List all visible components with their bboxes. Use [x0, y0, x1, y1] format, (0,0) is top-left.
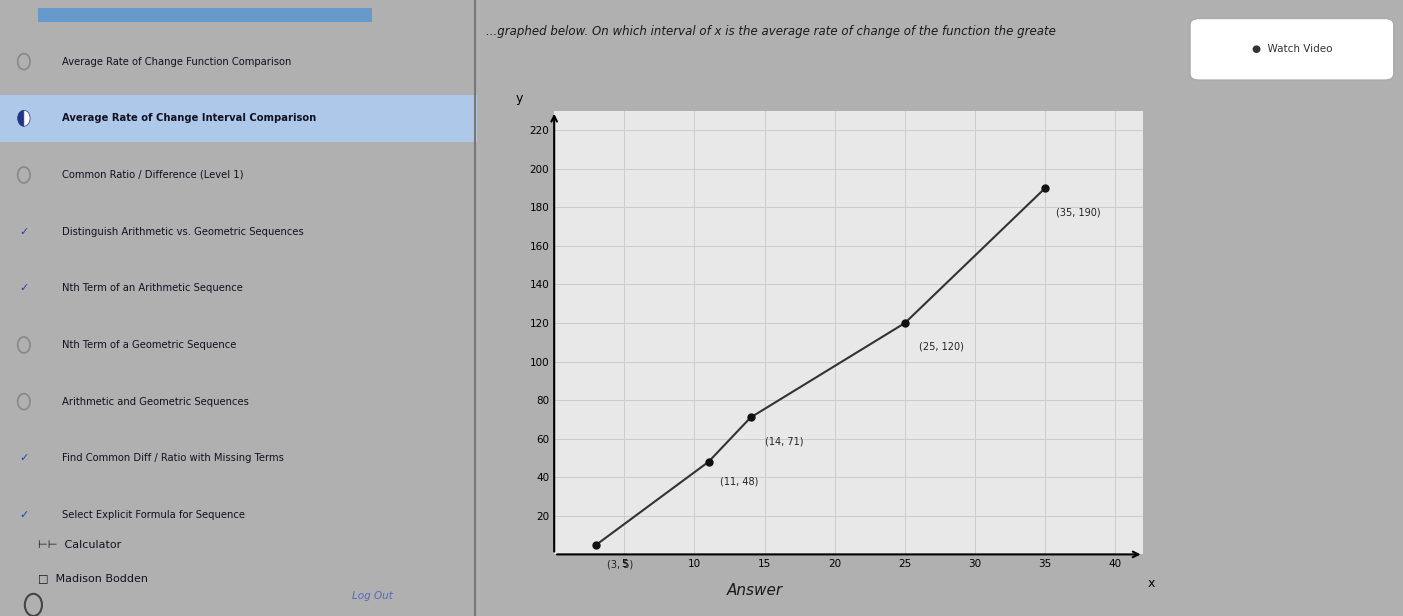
Text: Distinguish Arithmetic vs. Geometric Sequences: Distinguish Arithmetic vs. Geometric Seq… — [62, 227, 304, 237]
Text: Log Out: Log Out — [352, 591, 393, 601]
Text: ✓: ✓ — [20, 283, 28, 293]
Text: Average Rate of Change Function Comparison: Average Rate of Change Function Comparis… — [62, 57, 292, 67]
Text: Find Common Diff / Ratio with Missing Terms: Find Common Diff / Ratio with Missing Te… — [62, 453, 283, 463]
Text: ✓: ✓ — [20, 453, 28, 463]
FancyBboxPatch shape — [38, 8, 372, 22]
Text: Nth Term of a Geometric Sequence: Nth Term of a Geometric Sequence — [62, 340, 236, 350]
Text: ✓: ✓ — [20, 510, 28, 520]
Text: x: x — [1148, 577, 1155, 590]
Text: (25, 120): (25, 120) — [919, 342, 964, 352]
Text: ✓: ✓ — [20, 227, 28, 237]
Text: Arithmetic and Geometric Sequences: Arithmetic and Geometric Sequences — [62, 397, 248, 407]
Text: (14, 71): (14, 71) — [765, 437, 803, 447]
FancyBboxPatch shape — [1190, 18, 1393, 80]
Text: Nth Term of an Arithmetic Sequence: Nth Term of an Arithmetic Sequence — [62, 283, 243, 293]
Text: Common Ratio / Difference (Level 1): Common Ratio / Difference (Level 1) — [62, 170, 244, 180]
Text: ...graphed below. On which interval of x is the average rate of change of the fu: ...graphed below. On which interval of x… — [487, 25, 1056, 38]
Wedge shape — [24, 110, 29, 126]
Text: Answer: Answer — [727, 583, 783, 598]
Text: (3, 5): (3, 5) — [607, 560, 634, 570]
Text: (35, 190): (35, 190) — [1056, 207, 1101, 217]
Text: (11, 48): (11, 48) — [720, 477, 758, 487]
Text: ⊢⊢  Calculator: ⊢⊢ Calculator — [38, 540, 122, 550]
Text: y: y — [515, 92, 523, 105]
Text: Select Explicit Formula for Sequence: Select Explicit Formula for Sequence — [62, 510, 246, 520]
Wedge shape — [18, 110, 24, 126]
Text: ●  Watch Video: ● Watch Video — [1251, 44, 1331, 54]
FancyBboxPatch shape — [0, 95, 477, 142]
Text: Average Rate of Change Interval Comparison: Average Rate of Change Interval Comparis… — [62, 113, 316, 123]
Text: □  Madison Bodden: □ Madison Bodden — [38, 573, 149, 583]
